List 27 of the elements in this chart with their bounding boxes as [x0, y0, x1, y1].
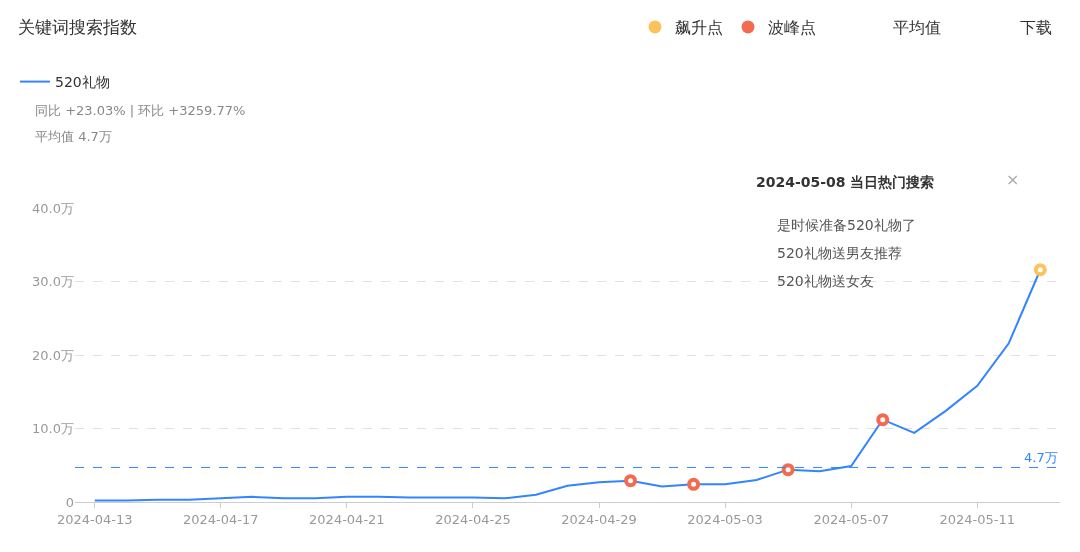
text: 平均值 — [893, 18, 941, 37]
y-tick-label: 0 — [65, 494, 74, 510]
x-tick-label: 2024-04-13 — [56, 511, 133, 527]
x-tick-label: 2024-05-07 — [813, 511, 889, 527]
y-tick-label: 20.0万 — [32, 347, 74, 363]
x-tick-label: 2024-04-25 — [435, 511, 511, 527]
y-tick-label: 30.0万 — [32, 274, 74, 290]
text: × — [1006, 170, 1020, 189]
legend-label: 波峰点 — [768, 18, 816, 38]
annotation: 520礼物送女友 — [777, 273, 874, 289]
text: 下载 — [1020, 18, 1052, 37]
y-tick-label: 10.0万 — [32, 421, 74, 437]
text: 同比 +23.03% | 环比 +3259.77% — [35, 103, 246, 118]
x-tick-label: 2024-04-17 — [183, 511, 259, 527]
legend-label: 520礼物 — [55, 74, 110, 91]
ref-line-label: 4.7万 — [1024, 450, 1058, 465]
text: 平均值 4.7万 — [35, 129, 112, 144]
y-tick-label: 40.0万 — [32, 200, 74, 216]
x-tick-label: 2024-04-21 — [309, 511, 385, 527]
legend-label: 飙升点 — [675, 18, 723, 38]
x-tick-label: 2024-05-03 — [687, 511, 763, 527]
x-tick-label: 2024-04-29 — [561, 511, 637, 527]
x-tick-label: 2024-05-11 — [939, 511, 1016, 527]
text: 2024-05-08 当日热门搜索 — [756, 174, 935, 190]
annotation: 是时候准备520礼物了 — [777, 217, 916, 233]
annotation: 520礼物送男友推荐 — [777, 245, 902, 261]
chart-title: 关键词搜索指数 — [18, 16, 137, 37]
